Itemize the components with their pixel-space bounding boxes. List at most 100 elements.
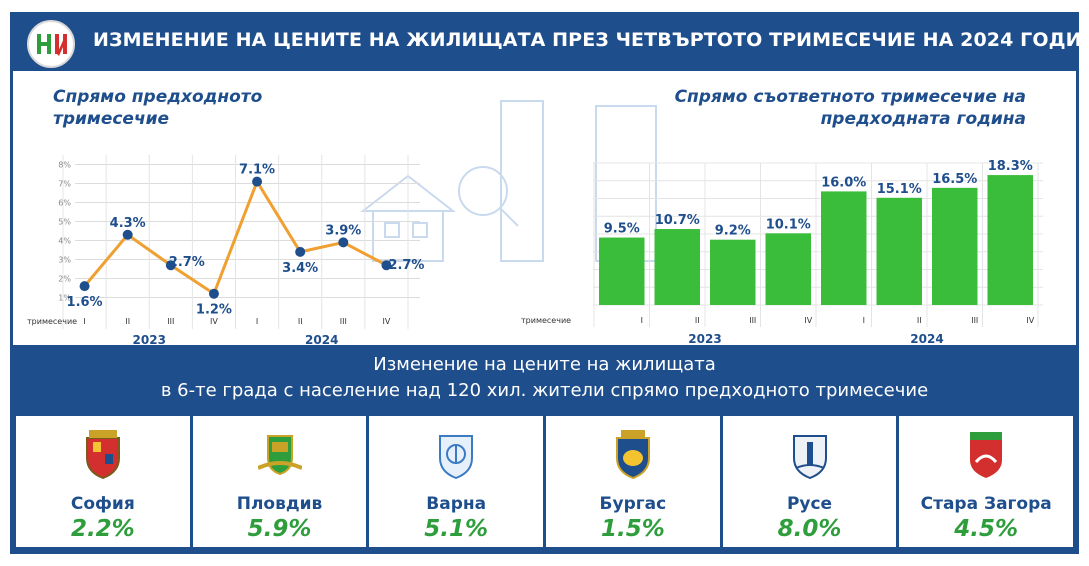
x-axis-prefix-label: тримесечие — [27, 317, 77, 326]
bar — [821, 191, 867, 305]
cities-row: София 2.2% Пловдив 5.9% Варна 5.1% — [13, 413, 1076, 551]
city-name: Варна — [426, 494, 487, 514]
bar-chart-title: Спрямо съответното тримесечие на предход… — [674, 87, 1026, 129]
data-point — [122, 229, 133, 240]
bar — [710, 239, 756, 305]
line-chart-title: Спрямо предходното тримесечие — [53, 87, 263, 129]
y-tick-label: 1% — [58, 294, 71, 303]
data-label: 7.1% — [239, 163, 275, 178]
bar — [876, 197, 922, 305]
nsi-logo — [27, 20, 75, 68]
x-tick-label: I — [256, 317, 258, 326]
header-bar: ИЗМЕНЕНИЕ НА ЦЕНИТЕ НА ЖИЛИЩАТА ПРЕЗ ЧЕТ… — [13, 15, 1089, 71]
x-tick-label: III — [971, 316, 978, 325]
data-label: 3.9% — [325, 223, 361, 238]
varna-coat-of-arms-icon — [439, 435, 474, 480]
data-point — [381, 260, 392, 271]
ruse-coat-of-arms-icon — [792, 435, 827, 480]
city-card-burgas: Бургас 1.5% — [546, 416, 720, 547]
data-label: 15.1% — [877, 182, 922, 197]
year-label: 2024 — [910, 332, 943, 345]
infographic-frame: ИЗМЕНЕНИЕ НА ЦЕНИТЕ НА ЖИЛИЩАТА ПРЕЗ ЧЕТ… — [10, 12, 1089, 554]
data-label: 2.7% — [388, 258, 424, 273]
city-card-stara-zagora: Стара Загора 4.5% — [899, 416, 1074, 547]
bar-chart: 9.5% 10.7% 9.2% 10.1% 16.0% 15.1% 16.5% 18.3% т… — [521, 159, 1043, 345]
data-label: 16.0% — [821, 175, 866, 190]
data-label: 16.5% — [932, 172, 977, 187]
y-tick-label: 2% — [58, 275, 71, 284]
city-name: София — [70, 494, 135, 514]
x-tick-label: III — [340, 317, 347, 326]
page-title: ИЗМЕНЕНИЕ НА ЦЕНИТЕ НА ЖИЛИЩАТА ПРЕЗ ЧЕТ… — [93, 29, 1089, 51]
data-label: 10.7% — [655, 213, 700, 228]
year-label: 2023 — [133, 333, 166, 345]
data-label: 4.3% — [110, 216, 146, 231]
x-tick-label: IV — [804, 316, 812, 325]
x-tick-label: II — [917, 316, 922, 325]
x-tick-label: III — [749, 316, 756, 325]
x-tick-label: I — [863, 316, 865, 325]
bar — [932, 187, 978, 305]
y-tick-label: 8% — [58, 161, 71, 170]
year-label: 2023 — [688, 332, 721, 345]
x-tick-label: III — [167, 317, 174, 326]
data-point — [338, 237, 349, 248]
data-label: 1.6% — [67, 295, 103, 310]
data-label: 2.7% — [169, 255, 205, 270]
city-price-change: 4.5% — [954, 516, 1019, 542]
y-tick-label: 5% — [58, 218, 71, 227]
data-label: 3.4% — [282, 261, 318, 276]
data-label: 10.1% — [766, 217, 811, 232]
nsi-logo-icon — [37, 34, 67, 56]
x-tick-label: I — [641, 316, 643, 325]
city-name: Русе — [786, 494, 833, 514]
x-tick-label: IV — [210, 317, 218, 326]
city-name: Пловдив — [236, 494, 323, 514]
city-price-change: 5.1% — [424, 516, 489, 542]
city-name: Стара Загора — [920, 494, 1052, 514]
x-tick-label: IV — [383, 317, 391, 326]
x-tick-label: II — [695, 316, 700, 325]
data-point — [295, 246, 306, 257]
cities-section-title-line1: Изменение на цените на жилищата — [373, 354, 716, 375]
y-tick-label: 4% — [58, 237, 71, 246]
city-price-change: 1.5% — [600, 516, 665, 542]
year-label: 2024 — [305, 333, 338, 345]
data-label: 9.2% — [715, 224, 751, 239]
city-card-plovdiv: Пловдив 5.9% — [192, 416, 367, 547]
x-tick-label: I — [83, 317, 85, 326]
x-tick-label: IV — [1026, 316, 1034, 325]
burgas-coat-of-arms-icon — [615, 430, 650, 480]
city-name: Бургас — [599, 494, 667, 514]
stara-zagora-coat-of-arms-icon — [970, 432, 1003, 478]
x-axis-prefix-label: тримесечие — [521, 316, 571, 325]
data-label: 9.5% — [604, 222, 640, 237]
bar — [654, 229, 700, 305]
y-tick-label: 7% — [58, 180, 71, 189]
line-series — [83, 178, 388, 296]
data-point — [165, 260, 176, 271]
line-chart: 1% 2% 3% 4% 5% 6% 7% 8% 1.6% 4.3% 2.7% 1.2% 7.1% 3.4… — [27, 155, 424, 345]
plovdiv-coat-of-arms-icon — [257, 435, 302, 476]
data-point — [252, 176, 263, 187]
data-label: 18.3% — [988, 159, 1033, 174]
city-price-change: 5.9% — [247, 516, 312, 542]
bar — [987, 175, 1033, 305]
y-tick-label: 3% — [58, 256, 71, 265]
y-tick-label: 6% — [58, 199, 71, 208]
data-point — [79, 281, 90, 292]
bar — [599, 237, 645, 305]
city-card-ruse: Русе 8.0% — [722, 416, 897, 547]
sofia-coat-of-arms-icon — [85, 430, 120, 480]
city-price-change: 8.0% — [777, 516, 842, 542]
data-point — [208, 288, 219, 299]
data-label: 1.2% — [196, 303, 232, 318]
city-card-sofia: София 2.2% — [16, 416, 190, 547]
cities-section-title-line2: в 6-те града с население над 120 хил. жи… — [160, 380, 929, 401]
cities-section-header: Изменение на цените на жилищата в 6-те г… — [13, 345, 1076, 413]
city-price-change: 2.2% — [70, 516, 135, 542]
x-tick-label: II — [298, 317, 303, 326]
city-card-varna: Варна 5.1% — [369, 416, 544, 547]
bar — [765, 233, 811, 305]
x-tick-label: II — [125, 317, 130, 326]
